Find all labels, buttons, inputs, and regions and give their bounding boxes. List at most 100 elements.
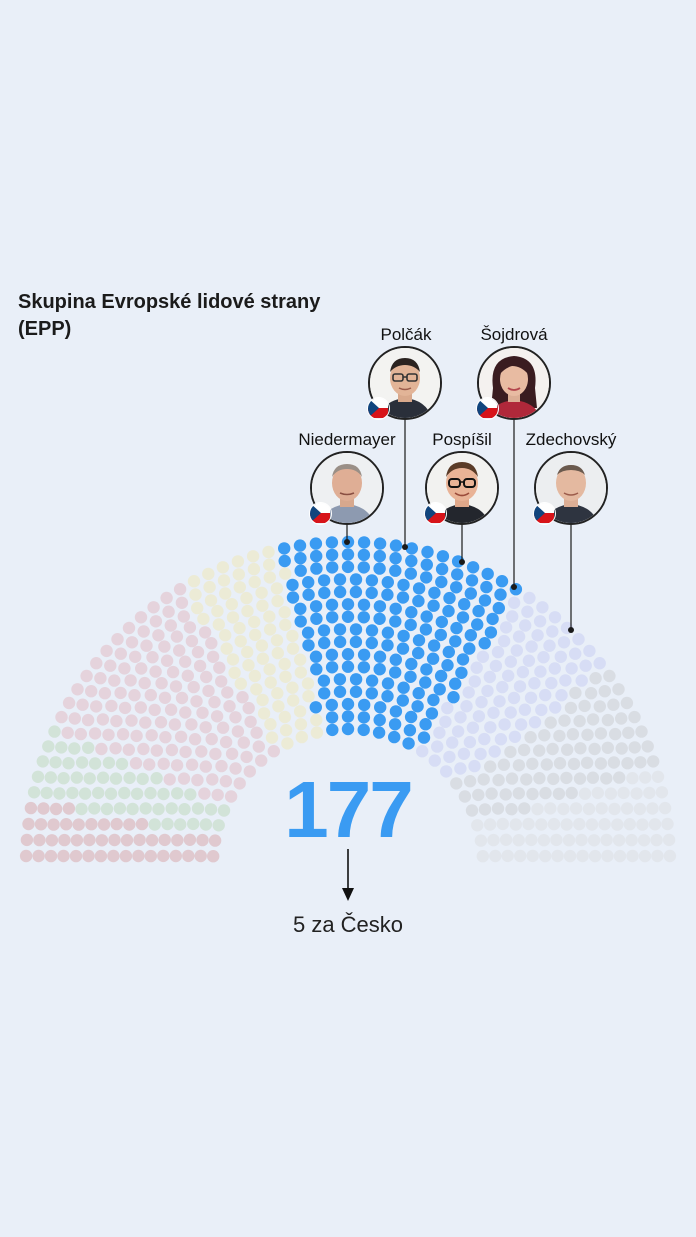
seat <box>499 621 513 634</box>
seat <box>49 802 63 816</box>
seat <box>310 713 323 727</box>
seat-epp <box>464 587 477 600</box>
seat <box>182 849 195 863</box>
seat <box>446 736 459 749</box>
seat <box>62 757 75 770</box>
seat-epp <box>441 659 454 672</box>
seat-epp <box>373 549 386 563</box>
seat-epp <box>333 685 347 698</box>
seat-epp <box>333 573 347 586</box>
seat-epp <box>396 642 410 655</box>
seat <box>560 771 573 785</box>
seat-epp <box>341 660 355 673</box>
seat-epp <box>456 611 470 624</box>
seat <box>509 818 522 831</box>
seat <box>635 725 648 738</box>
seat-epp <box>381 677 395 690</box>
seat <box>234 635 247 648</box>
seat <box>478 732 491 746</box>
seat <box>264 718 277 731</box>
seat <box>116 728 130 741</box>
seat <box>202 567 215 581</box>
seat <box>279 724 293 737</box>
connector-sojdrova-dot <box>511 584 517 590</box>
seat-epp <box>412 582 426 595</box>
seat <box>573 772 587 785</box>
seat <box>263 571 276 584</box>
seat <box>528 716 542 729</box>
seat <box>257 707 271 720</box>
seat <box>474 747 487 761</box>
seat <box>244 715 257 728</box>
seat-epp <box>357 711 371 724</box>
seat <box>164 703 178 716</box>
seat <box>583 644 596 658</box>
seat <box>196 833 209 847</box>
seat-epp <box>318 586 331 600</box>
seat <box>88 727 102 740</box>
seat <box>53 787 66 800</box>
seat-epp <box>449 677 462 690</box>
seat <box>231 555 245 568</box>
seat <box>57 772 70 785</box>
seat <box>128 689 141 702</box>
seat <box>134 611 148 624</box>
seat <box>536 601 549 614</box>
seat-epp <box>373 537 387 550</box>
seat <box>593 657 606 670</box>
seat <box>504 655 517 668</box>
seat <box>514 849 527 863</box>
seat <box>22 817 35 831</box>
seat <box>19 849 33 863</box>
seat-epp <box>428 586 441 599</box>
czech-flag-icon <box>367 397 390 420</box>
seat <box>70 834 84 847</box>
seat <box>221 686 234 699</box>
seat-epp <box>404 710 418 724</box>
seat-epp <box>419 623 433 636</box>
down-arrow-head-icon <box>342 888 354 901</box>
seat <box>179 655 192 668</box>
seat <box>558 714 571 727</box>
seat-epp <box>325 548 339 562</box>
seat <box>174 818 187 831</box>
seat-epp <box>417 731 431 744</box>
seat <box>185 634 199 648</box>
seat <box>565 662 578 675</box>
seat-epp <box>309 650 323 663</box>
seat <box>178 803 191 816</box>
seat-epp <box>381 639 394 652</box>
seat-epp <box>341 598 355 611</box>
seat <box>278 710 292 724</box>
seat <box>187 575 201 588</box>
seat <box>61 726 74 739</box>
seat <box>211 788 224 802</box>
seat <box>489 849 502 863</box>
seat <box>588 849 602 863</box>
czech-flag-icon <box>309 502 332 525</box>
seat <box>572 633 585 646</box>
seat <box>561 743 574 756</box>
seat <box>573 714 586 728</box>
seat <box>55 741 68 754</box>
seat <box>204 594 218 607</box>
seat <box>553 729 566 743</box>
seat <box>267 745 280 758</box>
seat <box>507 691 521 705</box>
seat <box>609 727 622 741</box>
seat-epp <box>492 601 505 615</box>
seat <box>439 715 452 728</box>
seat-epp <box>412 646 425 660</box>
seat-epp <box>349 585 363 599</box>
seat <box>484 721 497 734</box>
seat <box>612 834 626 847</box>
seat <box>587 834 601 847</box>
seat <box>549 701 562 714</box>
seat <box>650 833 663 847</box>
seat <box>140 639 153 652</box>
seat <box>553 757 567 770</box>
seat <box>36 755 49 768</box>
seat-epp <box>365 674 379 687</box>
seat <box>236 691 249 704</box>
seat <box>594 757 608 770</box>
